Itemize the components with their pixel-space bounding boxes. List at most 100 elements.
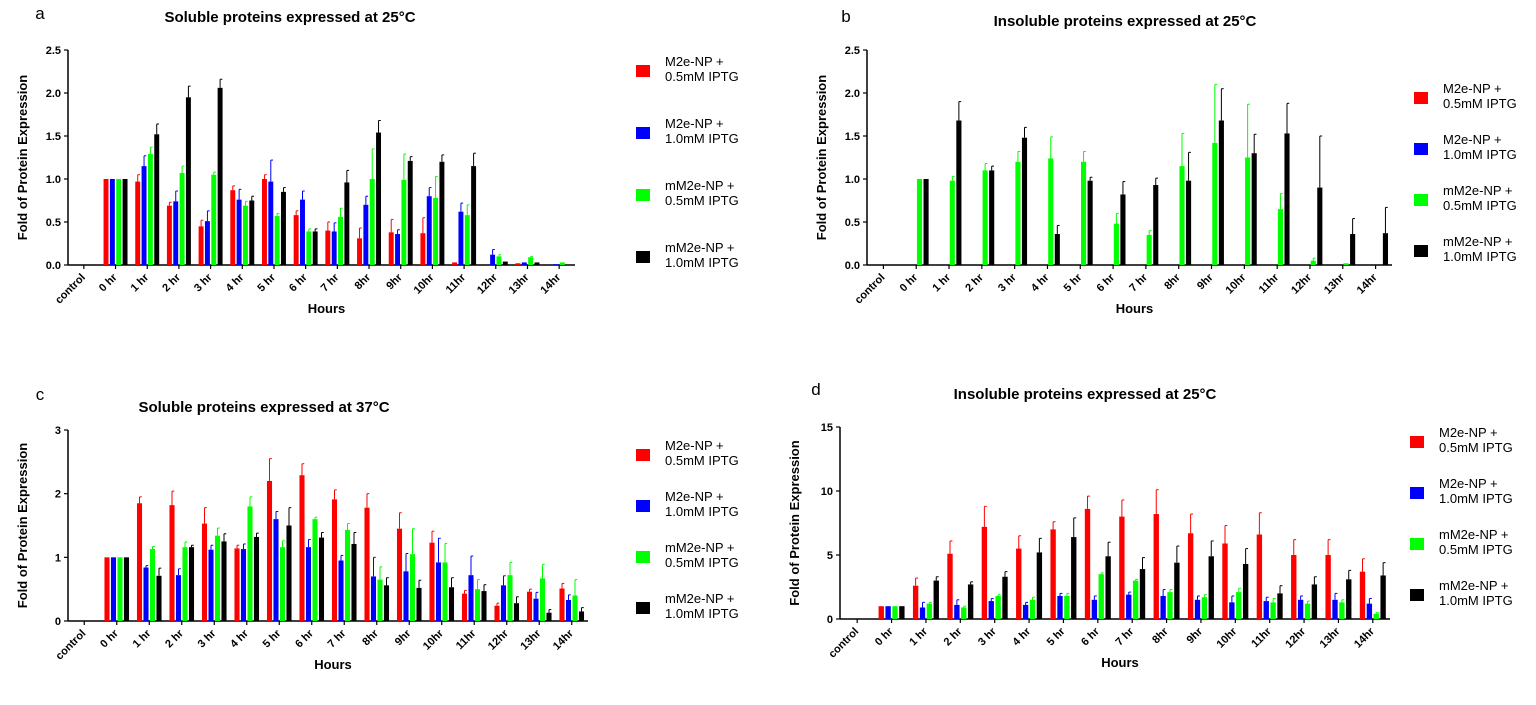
- bar-1-series-2: [116, 179, 122, 265]
- bar-5-series-1: [236, 199, 242, 265]
- bar-11-series-1: [426, 196, 432, 265]
- bar-1-series-3: [923, 179, 929, 265]
- legend-label-line2: 0.5mM IPTG: [1443, 198, 1517, 213]
- x-tick-label: 8hr: [1150, 625, 1171, 646]
- bar-9-series-2: [369, 179, 375, 265]
- bar-5-series-0: [1016, 548, 1022, 619]
- x-tick-label: 4 hr: [1029, 271, 1052, 294]
- bar-9-series-3: [376, 132, 382, 265]
- bar-5-series-1: [1022, 604, 1029, 619]
- bar-15-series-1: [565, 599, 572, 621]
- bar-3-series-2: [179, 172, 185, 265]
- bar-7-series-2: [306, 231, 312, 265]
- x-tick-label: 1 hr: [930, 271, 953, 294]
- bar-1-series-0: [104, 557, 110, 621]
- x-tick-label: 7 hr: [319, 271, 342, 294]
- bar-7-series-3: [1120, 194, 1126, 265]
- y-tick-label: 0.5: [46, 217, 61, 229]
- legend-label: M2e-NP +: [1439, 476, 1498, 491]
- bar-6-series-2: [1064, 595, 1070, 619]
- bar-2-series-1: [919, 607, 926, 619]
- bar-4-series-3: [221, 541, 227, 621]
- bar-14-series-2: [539, 578, 546, 621]
- legend-label-line2: 0.5mM IPTG: [665, 555, 739, 570]
- y-tick-label: 5: [827, 550, 833, 562]
- bar-12-series-3: [1277, 593, 1283, 619]
- panel-letter: a: [35, 4, 45, 23]
- legend-swatch: [1414, 245, 1428, 257]
- legend-label-line2: 1.0mM IPTG: [665, 255, 739, 270]
- legend-label-line2: 1.0mM IPTG: [1443, 147, 1517, 162]
- x-tick-label: 10hr: [421, 627, 446, 652]
- x-tick-label: 9hr: [384, 271, 405, 292]
- bar-4-series-3: [1002, 576, 1008, 619]
- bar-1-series-2: [892, 606, 898, 619]
- chart-title: Insoluble proteins expressed at 25°C: [954, 386, 1217, 403]
- bar-8-series-1: [331, 231, 337, 265]
- bar-3-series-1: [175, 575, 182, 621]
- y-tick-label: 2: [55, 489, 61, 501]
- bar-8-series-3: [1153, 185, 1159, 265]
- bar-7-series-2: [1113, 223, 1119, 265]
- bar-13-series-1: [490, 254, 496, 265]
- legend-label-line2: 1.0mM IPTG: [1443, 249, 1517, 264]
- bar-5-series-3: [249, 200, 255, 265]
- bar-8-series-1: [1126, 594, 1132, 619]
- bar-12-series-1: [468, 575, 474, 621]
- bar-9-series-2: [377, 579, 383, 621]
- panel-letter: c: [36, 385, 45, 404]
- bar-12-series-1: [458, 211, 464, 265]
- bar-12-series-2: [474, 589, 481, 621]
- x-tick-label: 12hr: [1289, 271, 1314, 296]
- legend-swatch: [636, 65, 650, 77]
- bar-11-series-1: [1229, 602, 1235, 619]
- bar-8-series-3: [344, 182, 350, 265]
- legend-label-line2: 1.0mM IPTG: [1439, 593, 1513, 608]
- x-tick-label: 11hr: [444, 271, 469, 296]
- bar-5-series-1: [240, 549, 247, 621]
- x-tick-label: 10hr: [1224, 271, 1249, 296]
- x-tick-label: 1 hr: [907, 625, 930, 648]
- x-tick-label: 14hr: [551, 627, 576, 652]
- chart-panel-c: c Soluble proteins expressed at 37°C 0 1 2 3 F…: [15, 385, 739, 672]
- bar-11-series-1: [435, 562, 442, 621]
- y-tick-label: 3: [55, 425, 61, 437]
- bar-14-series-2: [1343, 263, 1349, 265]
- bar-12-series-3: [1284, 133, 1290, 265]
- y-tick-label: 15: [821, 422, 833, 434]
- y-tick-label: 1: [55, 552, 61, 564]
- legend-label-line2: 1.0mM IPTG: [665, 504, 739, 519]
- bar-13-series-3: [1317, 187, 1323, 265]
- x-tick-label: 12hr: [1283, 625, 1308, 650]
- bar-4-series-2: [211, 174, 217, 265]
- x-tick-label: 7 hr: [1127, 271, 1150, 294]
- bar-2-series-1: [141, 166, 147, 265]
- legend-swatch: [636, 251, 650, 263]
- y-tick-label: 0.5: [845, 217, 860, 229]
- bar-10-series-0: [1187, 533, 1194, 619]
- legend-swatch: [636, 127, 650, 139]
- x-tick-label: 6 hr: [1094, 271, 1117, 294]
- y-tick-label: 1.5: [845, 131, 860, 143]
- bar-14-series-3: [546, 612, 552, 621]
- bar-11-series-3: [448, 587, 455, 621]
- bar-14-series-0: [515, 263, 521, 265]
- bar-9-series-3: [383, 585, 390, 621]
- bar-7-series-3: [1105, 556, 1111, 619]
- y-axis-label: Fold of Protein Expression: [15, 75, 30, 240]
- bar-3-series-0: [169, 505, 175, 621]
- x-tick-label: 11hr: [454, 627, 479, 652]
- x-tick-label: 3 hr: [196, 627, 219, 650]
- bar-2-series-3: [933, 580, 939, 619]
- bar-6-series-2: [279, 547, 286, 621]
- bar-13-series-2: [507, 575, 513, 621]
- x-tick-label: control: [54, 628, 89, 663]
- legend-label-line2: 1.0mM IPTG: [665, 131, 739, 146]
- bar-13-series-2: [1304, 603, 1311, 619]
- bar-11-series-0: [1222, 543, 1228, 619]
- x-axis-label: Hours: [308, 301, 346, 316]
- x-tick-label: control: [853, 272, 888, 307]
- y-axis-label: Fold of Protein Expression: [787, 440, 802, 605]
